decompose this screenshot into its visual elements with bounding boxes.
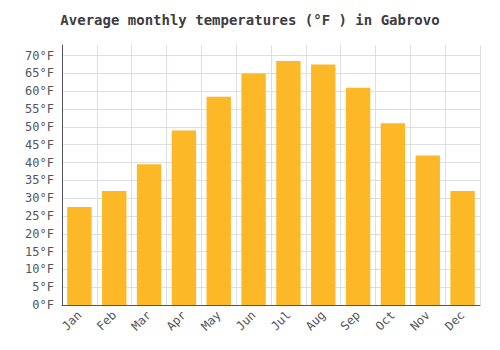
svg-text:60°F: 60°F [25, 84, 54, 98]
svg-text:Dec: Dec [442, 308, 467, 333]
svg-text:Nov: Nov [407, 308, 432, 333]
svg-text:50°F: 50°F [25, 120, 54, 134]
svg-text:Apr: Apr [164, 308, 189, 333]
svg-text:20°F: 20°F [25, 227, 54, 241]
svg-text:5°F: 5°F [32, 280, 54, 294]
svg-text:65°F: 65°F [25, 66, 54, 80]
svg-text:Sep: Sep [338, 308, 363, 333]
svg-text:55°F: 55°F [25, 102, 54, 116]
svg-text:Feb: Feb [94, 308, 119, 333]
svg-text:Average monthly temperatures (: Average monthly temperatures (°F ) in Ga… [60, 12, 439, 28]
svg-text:25°F: 25°F [25, 209, 54, 223]
svg-text:Mar: Mar [129, 308, 154, 333]
svg-text:May: May [198, 308, 223, 333]
svg-text:10°F: 10°F [25, 262, 54, 276]
svg-text:Jan: Jan [59, 308, 84, 333]
svg-text:45°F: 45°F [25, 138, 54, 152]
svg-text:15°F: 15°F [25, 245, 54, 259]
svg-text:35°F: 35°F [25, 173, 54, 187]
svg-text:0°F: 0°F [32, 298, 54, 312]
svg-text:Oct: Oct [373, 308, 398, 333]
svg-text:Jul: Jul [268, 308, 293, 333]
svg-text:Aug: Aug [303, 308, 328, 333]
svg-text:40°F: 40°F [25, 156, 54, 170]
svg-text:30°F: 30°F [25, 191, 54, 205]
svg-text:Jun: Jun [233, 308, 258, 333]
svg-text:70°F: 70°F [25, 49, 54, 63]
